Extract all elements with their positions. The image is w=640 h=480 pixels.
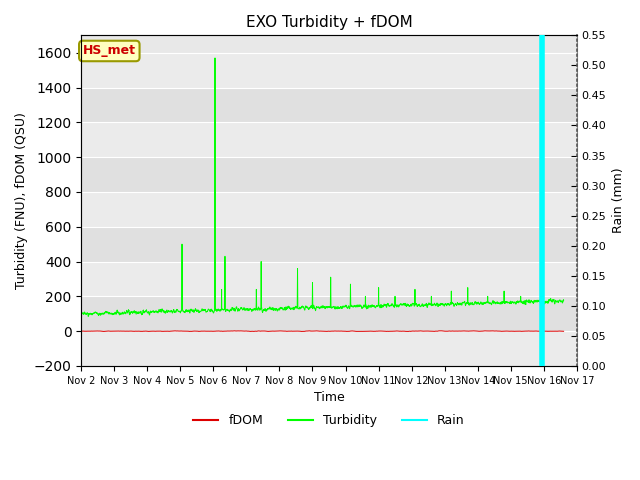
Bar — [81, 331, 577, 366]
Legend: fDOM, Turbidity, Rain: fDOM, Turbidity, Rain — [188, 409, 470, 432]
Bar — [81, 192, 577, 227]
Bar — [81, 53, 577, 87]
Title: EXO Turbidity + fDOM: EXO Turbidity + fDOM — [246, 15, 412, 30]
Bar — [81, 296, 577, 331]
Bar — [81, 87, 577, 122]
X-axis label: Time: Time — [314, 391, 344, 404]
Bar — [81, 122, 577, 157]
Bar — [81, 157, 577, 192]
Bar — [81, 227, 577, 262]
Bar — [81, 262, 577, 296]
Text: HS_met: HS_met — [83, 45, 136, 58]
Y-axis label: Turbidity (FNU), fDOM (QSU): Turbidity (FNU), fDOM (QSU) — [15, 112, 28, 289]
Y-axis label: Rain (mm): Rain (mm) — [612, 168, 625, 233]
